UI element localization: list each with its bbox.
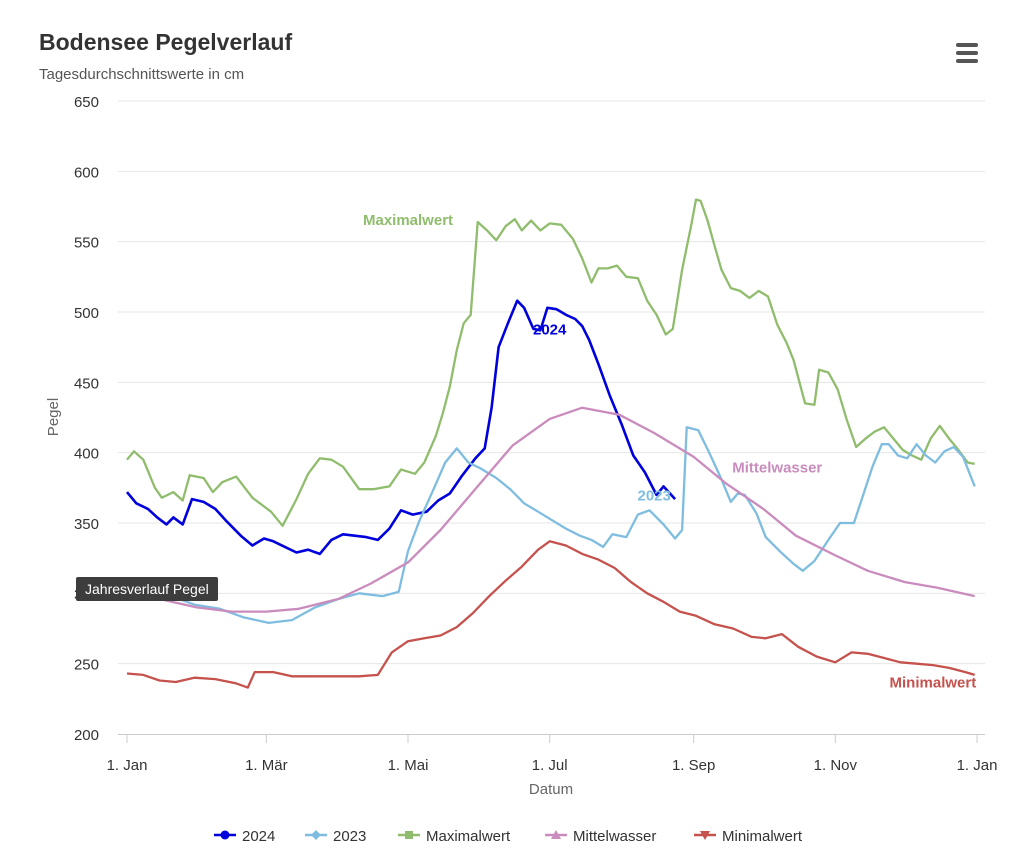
x-tick-label: 1. Sep <box>672 757 715 774</box>
legend-marker-triangle-down <box>700 831 710 840</box>
y-tick-label: 550 <box>74 235 99 252</box>
x-tick-label: 1. Jul <box>532 757 568 774</box>
x-tick-label: 1. Jan <box>957 757 998 774</box>
series-line-mittelwasser <box>126 406 975 613</box>
legend-item-mittelwasser: Mittelwasser <box>573 828 656 845</box>
y-axis-title: Pegel <box>45 398 62 436</box>
series-line-maximalwert <box>126 198 975 527</box>
legend-item-minimalwert: Minimalwert <box>722 828 803 845</box>
series-line-minimalwert <box>126 540 976 689</box>
legend-marker-circle <box>220 830 230 840</box>
series-line-2024 <box>125 299 677 556</box>
legend-marker-triangle <box>551 830 561 839</box>
x-axis-title: Datum <box>529 781 573 798</box>
series-label-minimalwert: Minimalwert <box>890 675 977 692</box>
legend-item-maximalwert: Maximalwert <box>426 828 511 845</box>
legend-marker-diamond <box>311 830 321 840</box>
x-tick-label: 1. Mai <box>388 757 429 774</box>
x-tick-label: 1. Mär <box>245 757 288 774</box>
legend-item-2023: 2023 <box>333 828 366 845</box>
chart-subtitle: Tagesdurchschnittswerte in cm <box>39 66 245 83</box>
y-tick-label: 650 <box>74 94 99 111</box>
legend-marker-square <box>405 831 413 839</box>
x-tick-label: 1. Nov <box>814 757 858 774</box>
y-tick-label: 500 <box>74 305 99 322</box>
series-label-2023: 2023 <box>637 487 670 504</box>
series-label-maximalwert: Maximalwert <box>363 212 453 229</box>
y-tick-label: 400 <box>74 446 99 463</box>
hamburger-menu-icon[interactable] <box>951 40 983 66</box>
series-label-2024: 2024 <box>533 322 567 339</box>
legend-item-2024: 2024 <box>242 828 275 845</box>
x-tick-label: 1. Jan <box>107 757 148 774</box>
series-label-mittelwasser: Mittelwasser <box>732 459 822 476</box>
y-tick-label: 200 <box>74 727 99 744</box>
y-tick-label: 350 <box>74 516 99 533</box>
series-line-2023 <box>126 426 976 625</box>
y-tick-label: 600 <box>74 164 99 181</box>
y-tick-label: 450 <box>74 375 99 392</box>
tooltip: Jahresverlauf Pegel <box>76 577 218 601</box>
y-tick-label: 250 <box>74 657 99 674</box>
chart-title: Bodensee Pegelverlauf <box>39 29 293 55</box>
